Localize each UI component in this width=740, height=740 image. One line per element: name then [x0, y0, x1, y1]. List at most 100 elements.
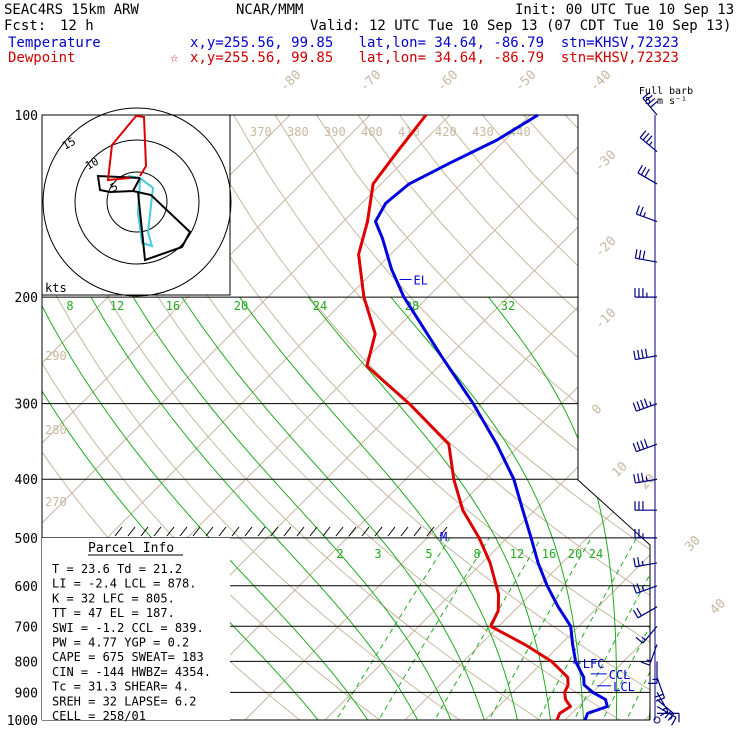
- wind-barb-flag: [636, 607, 642, 617]
- wind-barb-flag: [638, 249, 642, 260]
- dry-adiabat-line: [316, 115, 650, 720]
- wind-barb-flag: [640, 472, 644, 482]
- wind-barb: [635, 625, 658, 644]
- wind-barb-flag: [642, 132, 650, 141]
- hatch-mark: [270, 526, 279, 537]
- isotherm-label: -80: [277, 68, 304, 95]
- mixing-ratio-label: 3: [374, 547, 381, 561]
- mixing-ratio-line: [328, 537, 451, 720]
- init-time: Init: 00 UTC Tue 10 Sep 13: [515, 2, 735, 18]
- moist-adiabat-line: [307, 296, 553, 720]
- hatch-mark: [166, 526, 175, 537]
- wind-barb-flag: [640, 440, 645, 450]
- parcel-info-line: Tc = 31.3 SHEAR= 4.: [52, 680, 189, 694]
- wind-barb-half-flag: [646, 659, 652, 662]
- wind-barb-flag: [654, 693, 664, 698]
- pressure-label: 800: [15, 655, 38, 670]
- mixing-ratio-line: [620, 537, 650, 720]
- dry-adiabat-line: [42, 115, 560, 720]
- mixing-ratio-line: [427, 537, 542, 720]
- wind-barb-shaft: [635, 257, 658, 263]
- isotherm-label: 40: [707, 596, 729, 618]
- temperature-profile: [374, 113, 609, 721]
- dewpoint-profile: [357, 114, 572, 721]
- wind-barb-flag: [637, 164, 643, 174]
- dry-adiabat-line: [274, 115, 650, 720]
- hatch-mark: [309, 526, 318, 537]
- wind-barb-flag: [650, 101, 658, 108]
- hatch-mark: [374, 526, 383, 537]
- valid-time: Valid: 12 UTC Tue 10 Sep 13 (07 CDT Tue …: [310, 18, 732, 34]
- moist-adiabat-label: 20: [234, 299, 248, 313]
- wind-barb: [648, 661, 658, 684]
- wind-barb-flag: [636, 401, 641, 411]
- mixing-ratio-label: 2: [336, 547, 343, 561]
- wind-barb-flag: [639, 130, 647, 138]
- pressure-label: 700: [15, 620, 38, 635]
- isotherm-label: 0: [589, 402, 605, 418]
- hatch-mark: [322, 526, 331, 537]
- dry-adiabat-line: [690, 115, 740, 733]
- isotherm-line: [404, 115, 650, 720]
- wind-barb-flag: [635, 205, 640, 215]
- wind-barb-shaft: [656, 692, 669, 712]
- wind-barb-flag: [632, 443, 637, 452]
- moist-adiabat-label: 8: [66, 299, 73, 313]
- wind-barb-flag: [639, 206, 644, 216]
- wind-barb: [634, 501, 657, 511]
- wind-barb-flag: [655, 697, 665, 702]
- forecast-hours: 12 h: [60, 18, 94, 34]
- wind-barb: [632, 583, 658, 594]
- wind-barb: [634, 528, 657, 539]
- temperature-station-info: x,y=255.56, 99.85 lat,lon= 34.64, -86.79…: [190, 35, 679, 51]
- pressure-label: 100: [15, 109, 38, 124]
- moist-adiabat-line: [181, 296, 489, 720]
- dry-adiabat-line: [731, 115, 740, 733]
- parcel-info-line: CELL = 258/01: [52, 709, 146, 723]
- wind-barb: [635, 205, 658, 223]
- moist-adiabat-line: [239, 296, 521, 720]
- mixing-ratio-label: 24: [589, 547, 603, 561]
- hatch-mark: [114, 526, 123, 537]
- isotherm-line: [244, 115, 650, 720]
- parcel-info-line: T = 23.6 Td = 21.2: [52, 562, 182, 576]
- hatch-mark: [296, 526, 305, 537]
- wind-barb-half-flag: [641, 560, 644, 566]
- isotherm-line: [644, 115, 650, 720]
- theta-label: 400: [361, 125, 383, 139]
- hatch-mark: [205, 526, 214, 537]
- hodograph-trace-high: [106, 114, 148, 182]
- hodograph-unit-label: kts: [45, 281, 67, 295]
- temperature-legend-label: Temperature: [8, 35, 101, 51]
- wind-barb-half-flag: [648, 141, 653, 146]
- wind-barb-flag: [637, 473, 640, 483]
- isotherm-label: -30: [592, 148, 619, 175]
- wind-barb-flag: [636, 441, 641, 451]
- dry-adiabat-line: [606, 115, 650, 720]
- hatch-mark: [218, 526, 227, 537]
- hatch-mark: [348, 526, 357, 537]
- hatch-mark: [192, 526, 201, 537]
- level-label-lcl: LCL: [613, 680, 635, 694]
- hatch-mark: [387, 526, 396, 537]
- hatch-mark: [127, 526, 136, 537]
- hatch-mark: [244, 526, 253, 537]
- wind-barb-flag: [633, 350, 636, 360]
- wind-barb-calm: [653, 716, 661, 724]
- dry-adiabat-line: [42, 115, 479, 720]
- moist-adiabat-line: [42, 296, 377, 720]
- hatch-mark: [283, 526, 292, 537]
- mixing-ratio-label: 16: [542, 547, 556, 561]
- wind-barb-flag: [636, 583, 641, 593]
- hatch-mark: [257, 526, 266, 537]
- wind-barb-flag: [671, 717, 677, 726]
- mixing-ratio-line: [481, 537, 592, 720]
- wind-barb-flag: [642, 91, 651, 99]
- level-label-el: EL: [414, 273, 428, 287]
- wind-barb-shaft: [648, 644, 658, 666]
- isotherm-label: -70: [357, 68, 384, 95]
- wind-barb-flag: [635, 636, 644, 644]
- isotherm-line: [564, 115, 650, 720]
- dry-adiabat-line: [233, 115, 650, 720]
- isotherm-line: [42, 115, 371, 720]
